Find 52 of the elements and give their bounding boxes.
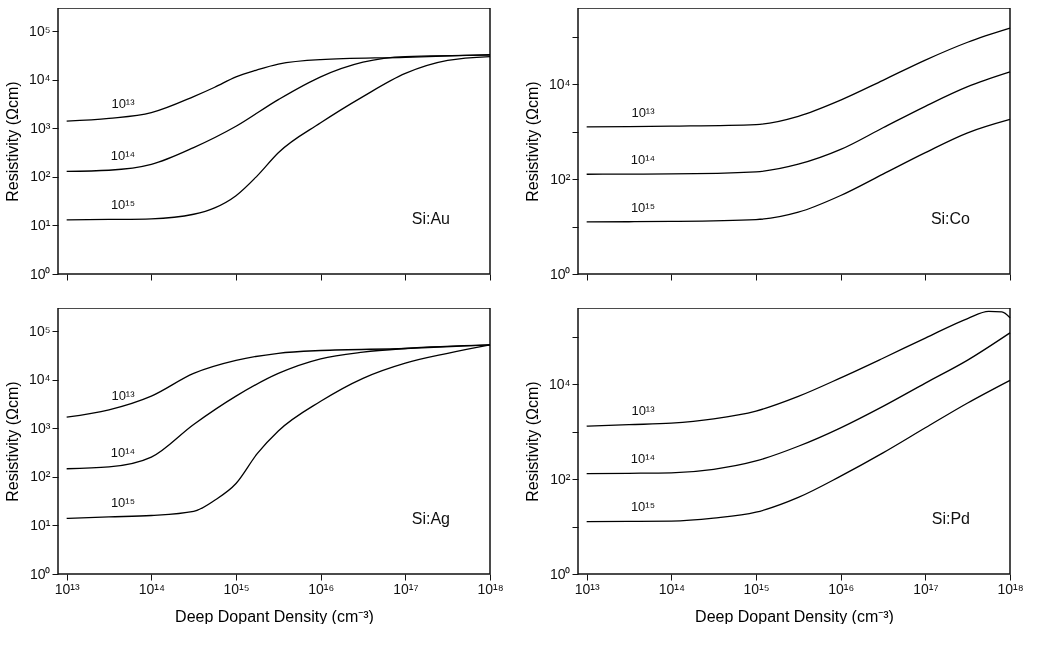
series-label: 10¹⁵ bbox=[630, 199, 656, 215]
y-tick-label: 10⁰ bbox=[549, 265, 571, 282]
x-tick-label: 10¹³ bbox=[54, 580, 80, 597]
series-label: 10¹⁴ bbox=[110, 148, 136, 164]
x-tick-label: 10¹⁷ bbox=[393, 580, 419, 597]
annotation: Si:Ag bbox=[411, 510, 450, 527]
x-tick-label: 10¹⁵ bbox=[743, 580, 770, 597]
series-label: 10¹³ bbox=[631, 402, 656, 418]
annotation: Si:Co bbox=[930, 210, 971, 227]
series-label: 10¹³ bbox=[631, 104, 656, 120]
series-label: 10¹⁵ bbox=[110, 197, 136, 213]
series-label: 10¹⁵ bbox=[630, 499, 656, 515]
x-tick-label: 10¹⁷ bbox=[913, 580, 939, 597]
y-tick-label: 10² bbox=[30, 468, 51, 485]
x-tick-label: 10¹⁸ bbox=[477, 580, 504, 597]
series-label: 10¹⁵ bbox=[110, 494, 136, 510]
y-tick-label: 10³ bbox=[30, 419, 51, 436]
y-axis-title: Resistivity (Ωcm) bbox=[3, 381, 21, 502]
y-axis-title: Resistivity (Ωcm) bbox=[523, 81, 541, 202]
annotation: Si:Au bbox=[411, 210, 450, 227]
y-tick-label: 10² bbox=[550, 470, 571, 487]
x-axis-title: Deep Dopant Density (cm⁻³) bbox=[175, 607, 374, 625]
y-tick-label: 10⁴ bbox=[28, 371, 51, 388]
y-tick-label: 10⁴ bbox=[548, 75, 571, 92]
y-tick-label: 10¹ bbox=[30, 216, 51, 233]
x-tick-label: 10¹³ bbox=[574, 580, 600, 597]
x-tick-label: 10¹⁶ bbox=[308, 580, 335, 597]
x-tick-label: 10¹⁴ bbox=[138, 580, 165, 597]
series-label: 10¹³ bbox=[111, 387, 136, 403]
y-tick-label: 10⁰ bbox=[29, 565, 51, 582]
series-label: 10¹⁴ bbox=[630, 451, 656, 467]
y-tick-label: 10⁴ bbox=[548, 375, 571, 392]
y-tick-label: 10⁵ bbox=[29, 322, 51, 339]
y-tick-label: 10¹ bbox=[30, 516, 51, 533]
x-tick-label: 10¹⁵ bbox=[223, 580, 250, 597]
y-tick-label: 10³ bbox=[30, 119, 51, 136]
y-tick-label: 10⁵ bbox=[29, 22, 51, 39]
x-axis-title: Deep Dopant Density (cm⁻³) bbox=[695, 607, 894, 625]
annotation: Si:Pd bbox=[931, 510, 970, 527]
y-tick-label: 10² bbox=[30, 168, 51, 185]
y-axis-title: Resistivity (Ωcm) bbox=[523, 381, 541, 502]
y-tick-label: 10⁴ bbox=[28, 71, 51, 88]
x-tick-label: 10¹⁸ bbox=[997, 580, 1024, 597]
x-tick-label: 10¹⁴ bbox=[658, 580, 685, 597]
y-tick-label: 10⁰ bbox=[549, 565, 571, 582]
series-label: 10¹⁴ bbox=[630, 152, 656, 168]
y-tick-label: 10² bbox=[550, 170, 571, 187]
x-tick-label: 10¹⁶ bbox=[828, 580, 855, 597]
y-tick-label: 10⁰ bbox=[29, 265, 51, 282]
y-axis-title: Resistivity (Ωcm) bbox=[3, 81, 21, 202]
series-label: 10¹⁴ bbox=[110, 444, 136, 460]
series-label: 10¹³ bbox=[111, 96, 136, 112]
